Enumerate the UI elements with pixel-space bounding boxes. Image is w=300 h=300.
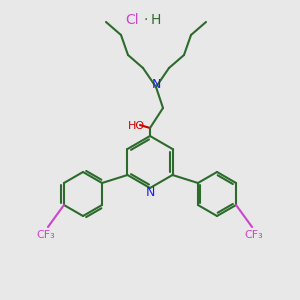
Text: Cl: Cl — [125, 13, 139, 27]
Text: H: H — [151, 13, 161, 27]
Text: CF₃: CF₃ — [245, 230, 263, 240]
Text: ·: · — [144, 13, 148, 27]
Text: HO: HO — [128, 121, 145, 131]
Text: CF₃: CF₃ — [37, 230, 55, 240]
Text: N: N — [151, 79, 161, 92]
Text: N: N — [145, 185, 155, 199]
